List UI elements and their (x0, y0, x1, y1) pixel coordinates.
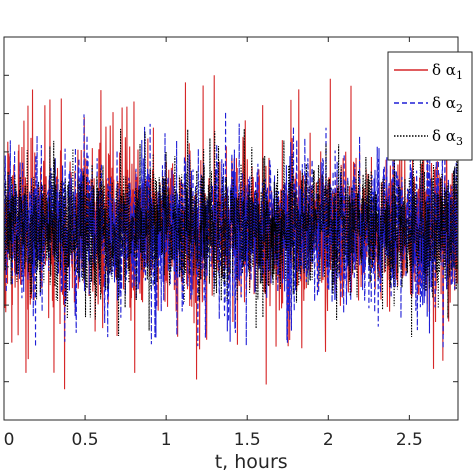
legend-label-2: δ α2 (432, 94, 463, 115)
legend-label-3: δ α3 (432, 127, 463, 148)
legend-subscript-1: 1 (456, 69, 463, 82)
x-tick-label: 1 (161, 430, 172, 450)
legend-subscript-2: 2 (456, 102, 463, 115)
x-tick-label: 2 (323, 430, 334, 450)
legend-subscript-3: 3 (456, 135, 463, 148)
x-axis-label: t, hours (215, 451, 288, 473)
legend-label-1: δ α1 (432, 61, 463, 82)
x-tick-label: 1.5 (234, 430, 261, 450)
series-line-3 (4, 128, 458, 337)
legend: δ α1 δ α2 δ α3 (387, 51, 473, 161)
x-tick-label: 0.5 (72, 430, 99, 450)
x-tick-label: 2.5 (396, 430, 423, 450)
series-traces (4, 75, 458, 390)
x-tick-label: 0 (4, 430, 15, 450)
x-axis-ticks: 0 0.5 1 1.5 2 2.5 (3, 37, 423, 450)
